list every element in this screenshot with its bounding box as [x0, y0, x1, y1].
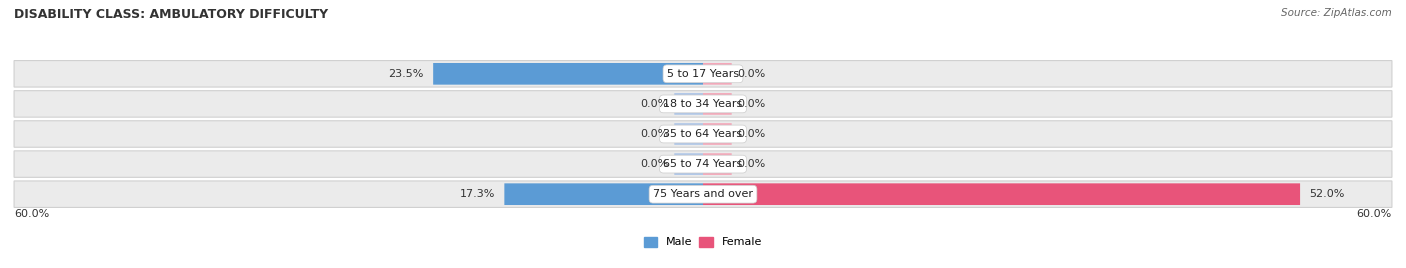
Text: 75 Years and over: 75 Years and over: [652, 189, 754, 199]
Text: 52.0%: 52.0%: [1309, 189, 1344, 199]
FancyBboxPatch shape: [675, 93, 703, 115]
FancyBboxPatch shape: [675, 123, 703, 145]
FancyBboxPatch shape: [505, 183, 703, 205]
Text: 5 to 17 Years: 5 to 17 Years: [666, 69, 740, 79]
FancyBboxPatch shape: [14, 91, 1392, 117]
Text: 0.0%: 0.0%: [738, 159, 766, 169]
FancyBboxPatch shape: [703, 63, 731, 85]
Text: 18 to 34 Years: 18 to 34 Years: [664, 99, 742, 109]
FancyBboxPatch shape: [703, 153, 731, 175]
FancyBboxPatch shape: [14, 181, 1392, 207]
Text: 0.0%: 0.0%: [640, 129, 669, 139]
Legend: Male, Female: Male, Female: [640, 232, 766, 252]
Text: 60.0%: 60.0%: [1357, 209, 1392, 219]
FancyBboxPatch shape: [675, 153, 703, 175]
FancyBboxPatch shape: [14, 121, 1392, 147]
Text: DISABILITY CLASS: AMBULATORY DIFFICULTY: DISABILITY CLASS: AMBULATORY DIFFICULTY: [14, 8, 328, 21]
Text: 17.3%: 17.3%: [460, 189, 495, 199]
FancyBboxPatch shape: [14, 61, 1392, 87]
FancyBboxPatch shape: [703, 123, 731, 145]
Text: 0.0%: 0.0%: [640, 159, 669, 169]
Text: 35 to 64 Years: 35 to 64 Years: [664, 129, 742, 139]
Text: 0.0%: 0.0%: [738, 129, 766, 139]
Text: 0.0%: 0.0%: [738, 69, 766, 79]
Text: 65 to 74 Years: 65 to 74 Years: [664, 159, 742, 169]
FancyBboxPatch shape: [703, 93, 731, 115]
Text: 60.0%: 60.0%: [14, 209, 49, 219]
FancyBboxPatch shape: [14, 151, 1392, 177]
Text: 0.0%: 0.0%: [738, 99, 766, 109]
FancyBboxPatch shape: [703, 183, 1301, 205]
Text: 0.0%: 0.0%: [640, 99, 669, 109]
FancyBboxPatch shape: [433, 63, 703, 85]
Text: Source: ZipAtlas.com: Source: ZipAtlas.com: [1281, 8, 1392, 18]
Text: 23.5%: 23.5%: [388, 69, 425, 79]
